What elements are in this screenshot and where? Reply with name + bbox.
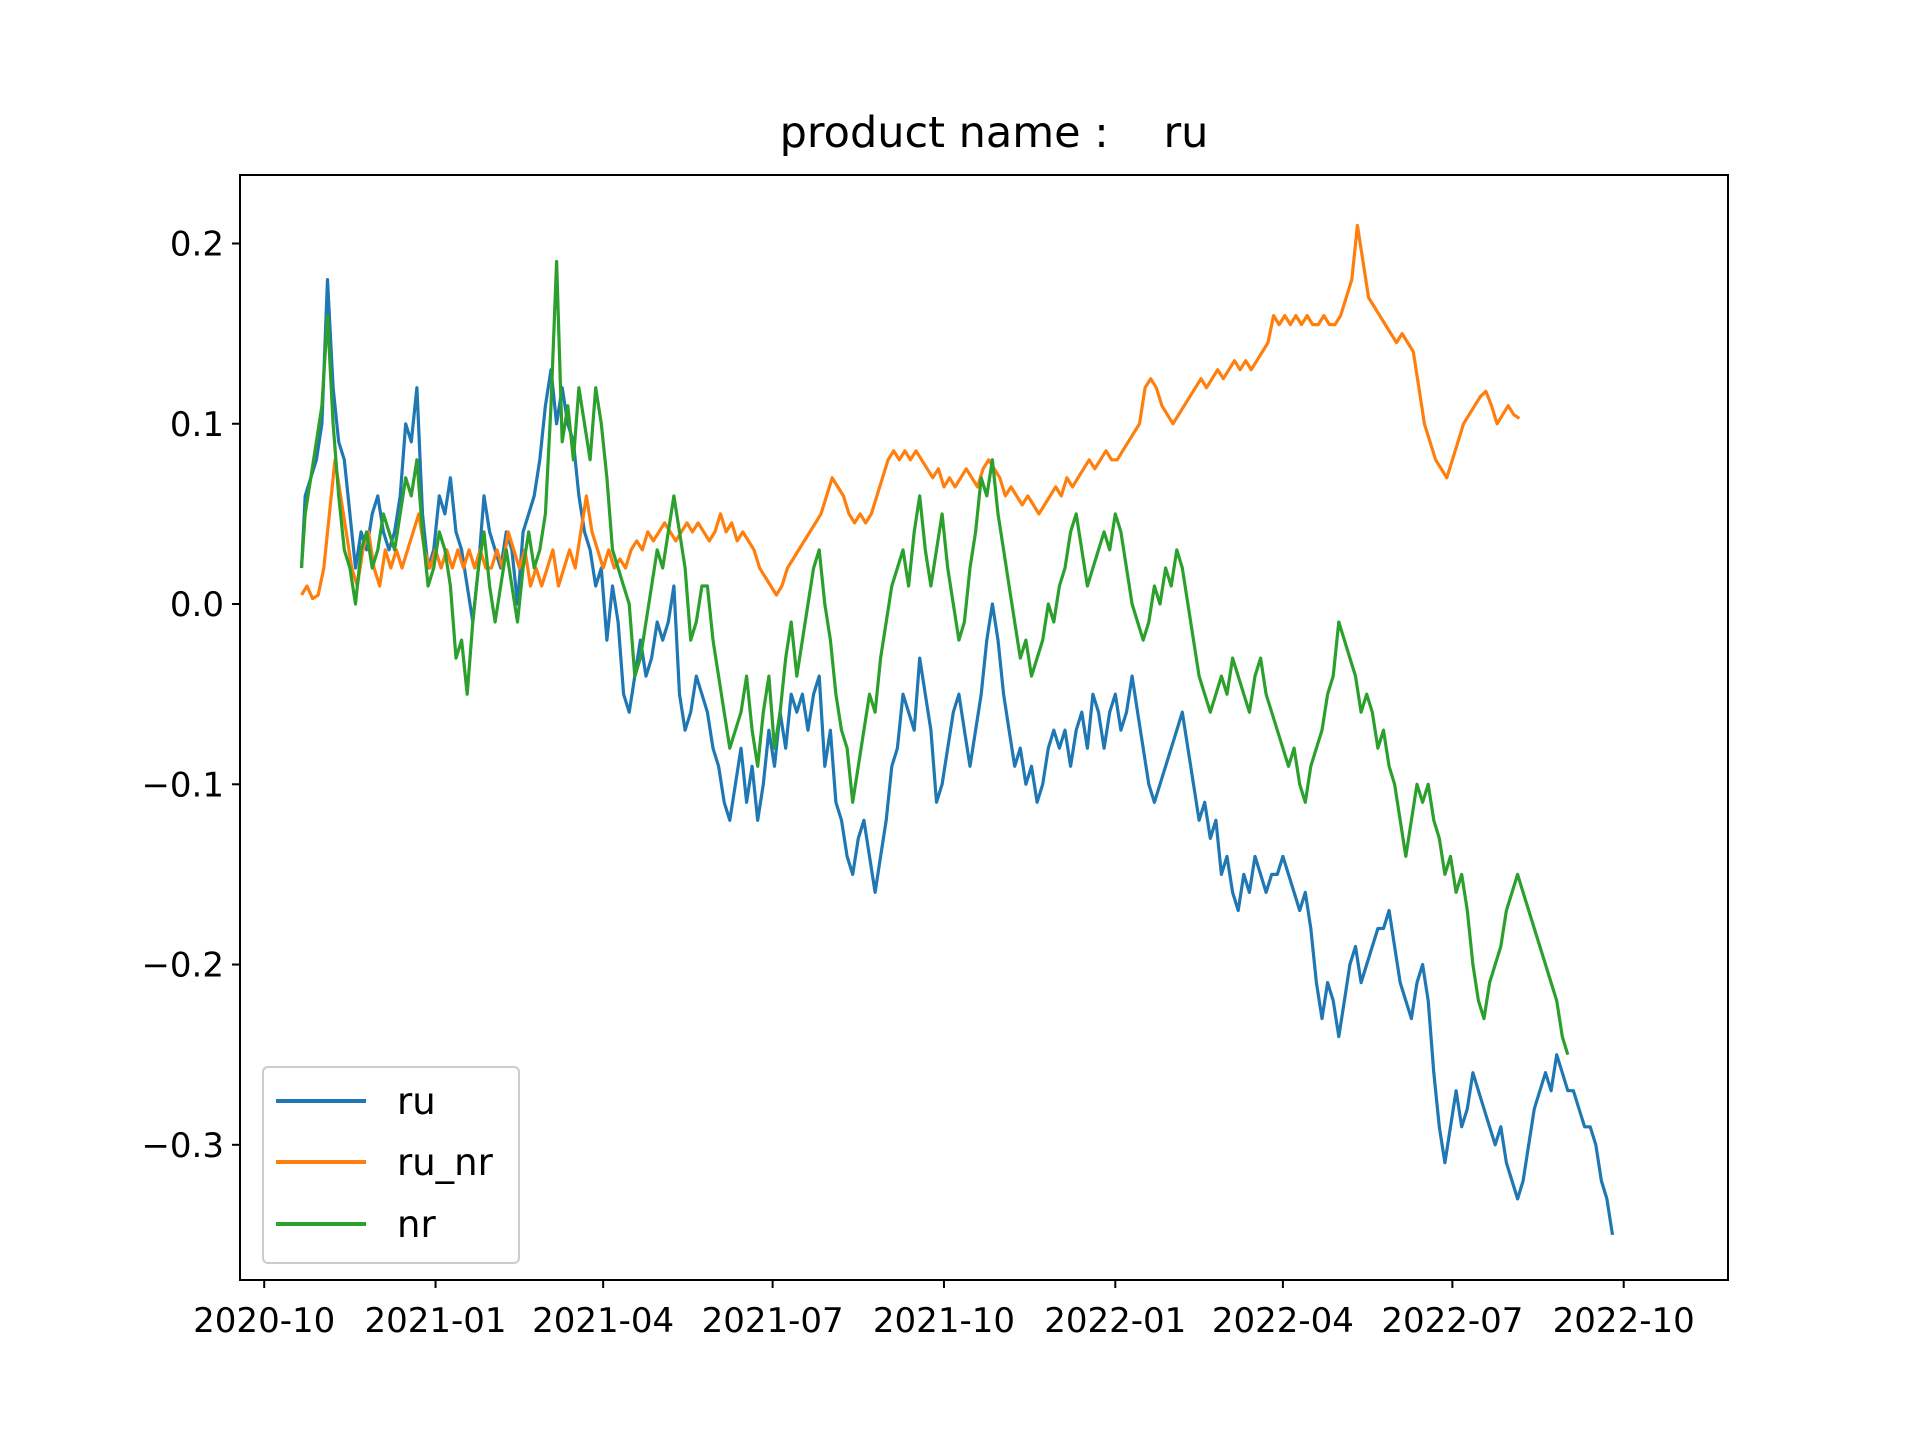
legend: ru ru_nr nr [262, 1066, 520, 1264]
x-tick-label: 2021-10 [873, 1301, 1015, 1341]
x-tick-label: 2021-07 [702, 1301, 844, 1341]
x-axis: 2020-10 2021-01 2021-04 2021-07 2021-10 2022-… [193, 1280, 1695, 1341]
y-tick-label: −0.2 [141, 946, 224, 986]
y-tick-label: 0.2 [170, 224, 224, 264]
x-tick-label: 2020-10 [193, 1301, 335, 1341]
x-tick-label: 2022-04 [1212, 1301, 1354, 1341]
legend-label-nr: nr [397, 1203, 436, 1246]
legend-box [262, 1066, 520, 1264]
legend-label-ru-nr: ru_nr [397, 1141, 494, 1184]
y-axis: 0.2 0.1 0.0 −0.1 −0.2 −0.3 [141, 224, 240, 1166]
x-tick-label: 2022-10 [1553, 1301, 1695, 1341]
chart-title: product name : ru [780, 108, 1209, 158]
y-tick-label: −0.1 [141, 765, 224, 805]
series-line-ru [299, 278, 1615, 1236]
legend-label-ru: ru [397, 1080, 436, 1123]
plot-area [299, 223, 1615, 1236]
y-tick-label: 0.1 [170, 405, 224, 445]
x-tick-label: 2022-07 [1381, 1301, 1523, 1341]
series-line-nr [299, 259, 1570, 1056]
y-tick-label: 0.0 [170, 585, 224, 625]
x-tick-label: 2022-01 [1044, 1301, 1186, 1341]
axes-frame [239, 174, 1729, 1281]
x-tick-label: 2021-04 [532, 1301, 674, 1341]
x-tick-label: 2021-01 [365, 1301, 507, 1341]
y-tick-label: −0.3 [141, 1126, 224, 1166]
